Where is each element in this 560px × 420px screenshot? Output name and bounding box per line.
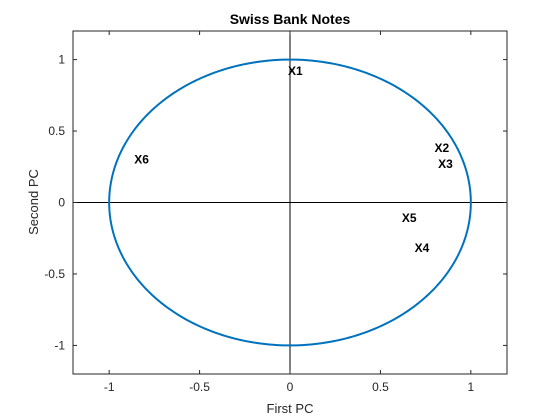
x-tick-label: -1: [104, 380, 115, 394]
variable-label: X6: [134, 153, 149, 167]
zero-axes: [73, 31, 507, 374]
unit-circle: [108, 58, 472, 347]
variable-label: X4: [415, 241, 430, 255]
variable-labels: X1 X2 X3 X4 X5 X6: [134, 64, 453, 255]
y-tick-label: -0.5: [44, 267, 65, 281]
x-tick-label: 0.5: [372, 380, 389, 394]
x-axis-ticks: -1 -0.5 0 0.5 1: [104, 31, 474, 394]
chart-title: Swiss Bank Notes: [230, 11, 351, 27]
y-tick-label: 0.5: [48, 124, 65, 138]
x-tick-label: 0: [287, 380, 294, 394]
x-axis-label: First PC: [267, 401, 314, 416]
x-tick-label: -0.5: [189, 380, 210, 394]
y-axis-ticks: 1 0.5 0 -0.5 -1: [44, 53, 507, 352]
variable-label: X1: [288, 64, 303, 78]
y-tick-label: 0: [58, 196, 65, 210]
variable-label: X3: [438, 157, 453, 171]
y-tick-label: 1: [58, 53, 65, 67]
y-axis-label: Second PC: [26, 169, 41, 235]
variable-label: X5: [402, 211, 417, 225]
variable-label: X2: [434, 141, 449, 155]
x-tick-label: 1: [467, 380, 474, 394]
y-tick-label: -1: [54, 338, 65, 352]
